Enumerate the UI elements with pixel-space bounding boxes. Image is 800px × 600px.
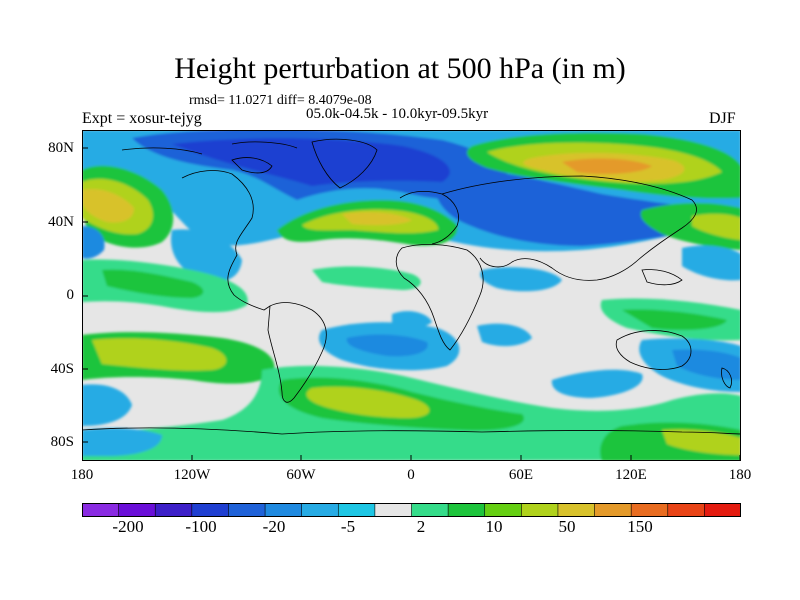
x-tick-label: 120E bbox=[615, 467, 647, 483]
colorbar-cell bbox=[82, 503, 120, 517]
season-label: DJF bbox=[709, 110, 736, 127]
colorbar-label: -100 bbox=[185, 517, 217, 536]
colorbar-cell bbox=[557, 503, 596, 517]
tick-marks bbox=[82, 147, 741, 461]
colorbar-label: 10 bbox=[485, 517, 503, 536]
coastlines bbox=[82, 138, 741, 435]
y-tick-label: 80S bbox=[50, 434, 74, 450]
colorbar-label: 50 bbox=[558, 517, 576, 536]
colorbar-cell bbox=[630, 503, 669, 517]
colorbar-cell bbox=[191, 503, 230, 517]
y-tick-label: 0 bbox=[66, 287, 75, 303]
colorbar-cell bbox=[154, 503, 193, 517]
figure-title: Height perturbation at 500 hPa (in m) bbox=[174, 52, 626, 85]
stats-text: rmsd= 11.0271 diff= 8.4079e-08 bbox=[189, 93, 372, 108]
y-tick-label: 40N bbox=[48, 214, 74, 230]
colorbar bbox=[82, 503, 741, 517]
colorbar-cell bbox=[484, 503, 523, 517]
colorbar-cell bbox=[704, 503, 741, 517]
colorbar-cell bbox=[228, 503, 266, 517]
contour-fill bbox=[82, 130, 741, 461]
y-tick-label: 40S bbox=[50, 361, 74, 377]
colorbar-cell bbox=[667, 503, 706, 517]
colorbar-cell bbox=[447, 503, 486, 517]
x-tick-label: 0 bbox=[407, 467, 415, 483]
map-plot bbox=[82, 130, 741, 461]
colorbar-cell bbox=[337, 503, 376, 517]
colorbar-label: -200 bbox=[112, 517, 144, 536]
colorbar-cell bbox=[521, 503, 559, 517]
y-tick-label: 80N bbox=[48, 140, 74, 156]
experiment-label: Expt = xosur-tejyg bbox=[82, 110, 202, 127]
x-tick-label: 60W bbox=[286, 467, 316, 483]
x-tick-label: 120W bbox=[173, 467, 211, 483]
colorbar-cell bbox=[411, 503, 449, 517]
x-tick-label: 60E bbox=[508, 467, 534, 483]
x-tick-label: 180 bbox=[70, 467, 94, 483]
colorbar-cell bbox=[594, 503, 632, 517]
colorbar-label: 2 bbox=[416, 517, 426, 536]
colorbar-cell bbox=[118, 503, 157, 517]
colorbar-cell bbox=[374, 503, 413, 517]
colorbar-cell bbox=[301, 503, 340, 517]
colorbar-label: -20 bbox=[262, 517, 286, 536]
colorbar-label: -5 bbox=[340, 517, 356, 536]
period-label: 05.0k-04.5k - 10.0kyr-09.5kyr bbox=[306, 106, 489, 122]
x-tick-label: 180 bbox=[728, 467, 752, 483]
colorbar-cell bbox=[264, 503, 303, 517]
colorbar-label: 150 bbox=[627, 517, 653, 536]
